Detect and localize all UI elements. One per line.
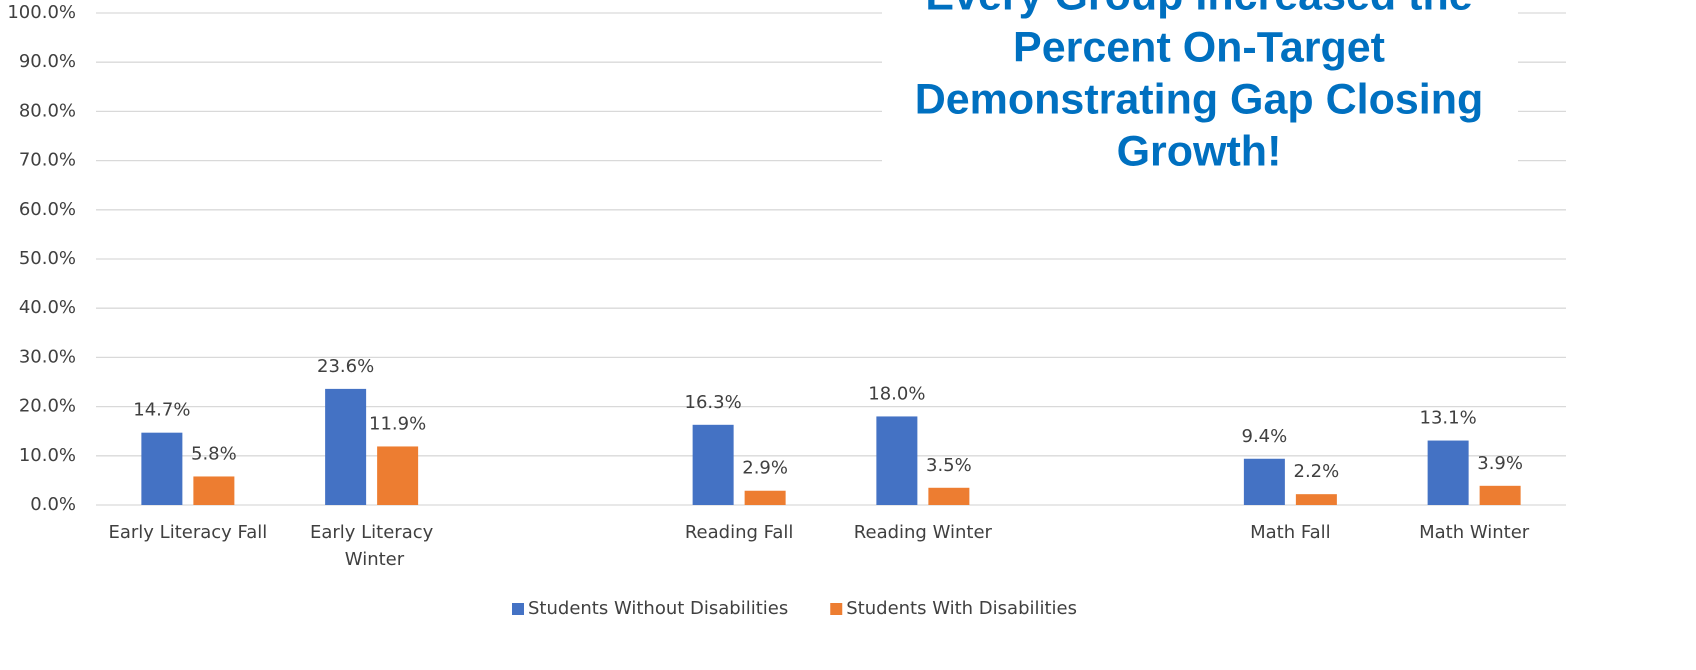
y-tick-label: 30.0% [19,346,76,367]
data-label: 13.1% [1420,408,1477,429]
data-label: 23.6% [317,356,374,377]
x-tick-label: Early Literacy Fall [108,522,267,543]
title-background [882,0,1518,186]
legend-label: Students With Disabilities [846,598,1077,619]
data-label: 9.4% [1242,426,1288,447]
bar [377,446,419,505]
data-label: 3.5% [926,455,972,476]
data-label: 2.9% [742,458,788,479]
bar [876,416,918,505]
bar [1295,494,1337,505]
bar [141,432,183,505]
data-label: 14.7% [133,400,190,421]
bar [1243,458,1285,505]
chart-title: Every Group Increased the [925,0,1472,19]
y-tick-label: 40.0% [19,297,76,318]
y-tick-label: 20.0% [19,396,76,417]
y-tick-label: 0.0% [30,494,76,515]
y-tick-label: 50.0% [19,248,76,269]
legend-swatch [830,603,843,615]
chart-title: Percent On-Target [1013,23,1385,71]
chart-title: Demonstrating Gap Closing [915,75,1484,123]
bar [928,487,970,505]
y-tick-label: 60.0% [19,199,76,220]
bar [692,424,734,505]
x-tick-label: Reading Winter [854,522,993,543]
x-tick-label: Math Fall [1250,522,1330,543]
bar [193,476,235,505]
x-tick-label: Math Winter [1419,522,1530,543]
x-tick-label: Reading Fall [685,522,794,543]
bar [744,490,786,505]
legend-swatch [512,603,524,615]
y-tick-label: 100.0% [7,2,76,23]
chart-title: Growth! [1117,127,1282,175]
data-label: 11.9% [369,413,426,434]
data-label: 16.3% [685,392,742,413]
bar [325,388,367,505]
legend-label: Students Without Disabilities [528,598,788,619]
data-label: 2.2% [1294,461,1340,482]
data-label: 18.0% [868,383,925,404]
x-tick-label: Early Literacy Winter [310,522,434,570]
y-tick-label: 80.0% [19,100,76,121]
y-tick-label: 70.0% [19,150,76,171]
bar [1479,485,1521,505]
bar [1427,440,1469,505]
data-label: 5.8% [191,443,237,464]
y-tick-label: 10.0% [19,445,76,466]
data-label: 3.9% [1477,453,1523,474]
y-tick-label: 90.0% [19,51,76,72]
